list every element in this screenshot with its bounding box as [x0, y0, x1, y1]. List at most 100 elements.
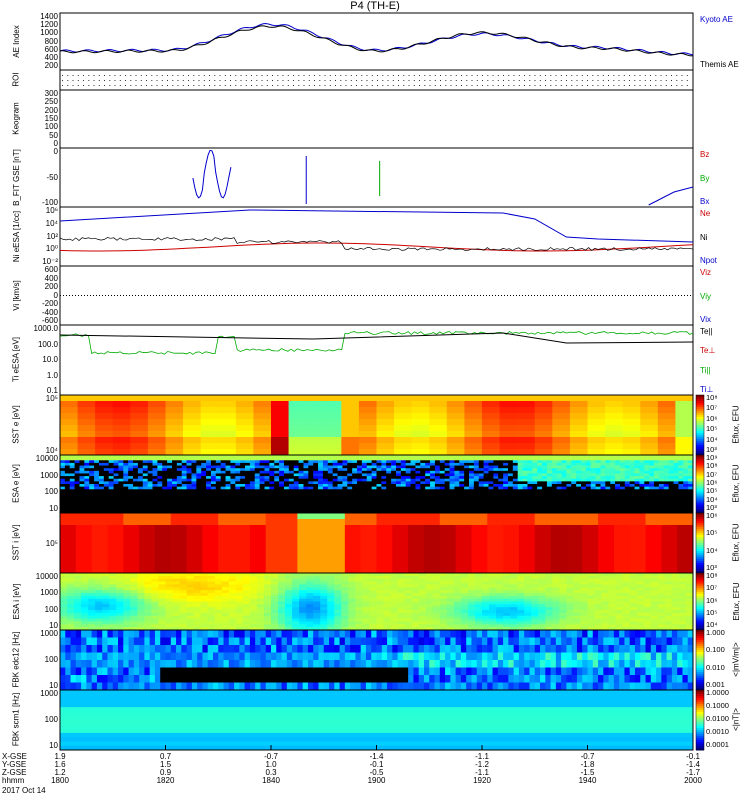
esa-e-cell	[590, 457, 597, 461]
esa-e-cell	[176, 499, 183, 503]
esa-e-cell	[537, 502, 543, 506]
sst-i-cell	[550, 525, 567, 532]
esa-i-cell	[538, 578, 546, 582]
esa-e-cell	[454, 505, 460, 509]
esa-e-cell	[400, 507, 407, 511]
sst-e-cell	[657, 407, 676, 414]
sst-i-cell	[297, 549, 314, 556]
esa-i-cell	[299, 615, 307, 619]
esa-e-cell	[279, 486, 285, 490]
esa-e-cell	[361, 476, 368, 480]
sst-i-cell	[249, 531, 267, 538]
esa-i-cell	[193, 584, 202, 588]
esa-e-cell	[469, 502, 475, 506]
esa-e-cell	[60, 505, 66, 509]
esa-e-cell	[546, 478, 553, 482]
sst-i-cell	[661, 543, 678, 550]
esa-i-cell	[524, 578, 532, 582]
esa-i-cell	[432, 578, 441, 582]
sst-i-cell	[677, 543, 694, 550]
esa-e-cell	[298, 460, 304, 464]
esa-e-cell	[206, 470, 212, 474]
esa-e-cell	[366, 507, 373, 511]
esa-e-cell	[561, 462, 567, 466]
esa-i-cell	[130, 621, 138, 625]
esa-e-cell	[201, 505, 207, 509]
esa-e-cell	[566, 457, 572, 461]
esa-e-cell	[410, 491, 416, 495]
esa-e-cell	[532, 478, 538, 482]
esa-e-cell	[488, 457, 494, 461]
esa-i-cell	[74, 621, 82, 625]
esa-i-cell	[313, 587, 321, 591]
esa-e-cell	[191, 470, 197, 474]
esa-e-cell	[245, 497, 251, 501]
esa-e-cell	[425, 510, 431, 514]
esa-e-cell	[546, 473, 553, 477]
sst-e-cell	[464, 449, 483, 456]
esa-e-cell	[459, 460, 465, 464]
sst-e-cell	[235, 419, 254, 426]
esa-e-cell	[128, 470, 134, 474]
sst-i-cell	[344, 513, 362, 520]
sst-i-cell	[471, 561, 488, 568]
esa-e-cell	[118, 489, 124, 493]
esa-i-cell	[271, 610, 279, 614]
sst-i-cell	[139, 519, 156, 526]
esa-e-cell	[556, 478, 562, 482]
esa-e-cell	[269, 476, 275, 480]
esa-e-cell	[142, 510, 149, 514]
esa-e-cell	[308, 462, 314, 466]
esa-e-cell	[171, 455, 178, 459]
esa-e-cell	[60, 481, 66, 485]
esa-e-cell	[444, 484, 450, 488]
esa-i-cell	[102, 612, 110, 617]
esa-i-cell	[207, 578, 216, 582]
esa-i-cell	[446, 607, 455, 611]
esa-i-cell	[362, 624, 370, 628]
esa-e-cell	[225, 499, 231, 503]
sst-i-cell	[423, 567, 441, 574]
sst-i-cell	[661, 513, 678, 520]
esa-e-cell	[128, 505, 134, 509]
sst-e-cell	[235, 425, 254, 432]
esa-e-cell	[274, 499, 280, 503]
esa-i-cell	[214, 607, 223, 611]
esa-e-cell	[527, 476, 533, 480]
esa-e-cell	[74, 478, 80, 482]
esa-i-cell	[116, 578, 124, 582]
sst-e-cell	[200, 401, 219, 408]
esa-e-cell	[133, 465, 139, 469]
esa-e-cell	[444, 491, 450, 495]
esa-e-cell	[517, 476, 523, 480]
esa-e-cell	[673, 455, 679, 459]
esa-e-cell	[546, 489, 553, 493]
esa-e-cell	[361, 465, 368, 469]
esa-e-cell	[532, 481, 538, 485]
sst-i-cell	[329, 531, 346, 538]
esa-e-cell	[113, 457, 119, 461]
esa-e-cell	[371, 494, 377, 498]
esa-e-cell	[288, 468, 295, 472]
esa-e-cell	[274, 476, 280, 480]
esa-e-cell	[395, 468, 402, 472]
esa-e-cell	[103, 476, 110, 480]
esa-e-cell	[473, 486, 480, 490]
esa-i-cell	[221, 590, 230, 594]
esa-e-cell	[478, 460, 485, 464]
esa-e-cell	[537, 470, 543, 474]
esa-e-cell	[386, 460, 392, 464]
sst-i-cell	[75, 543, 93, 550]
esa-i-cell	[355, 607, 363, 611]
sst-i-cell	[471, 513, 488, 520]
esa-e-cell	[269, 462, 275, 466]
sst-i-cell	[75, 561, 93, 568]
sst-e-cell	[534, 407, 553, 414]
esa-e-cell	[634, 476, 640, 480]
esa-e-cell	[395, 491, 402, 495]
esa-e-cell	[673, 460, 679, 464]
esa-e-cell	[103, 484, 110, 488]
esa-e-cell	[361, 481, 368, 485]
sst-e-cell	[464, 395, 483, 402]
esa-e-cell	[279, 502, 285, 506]
